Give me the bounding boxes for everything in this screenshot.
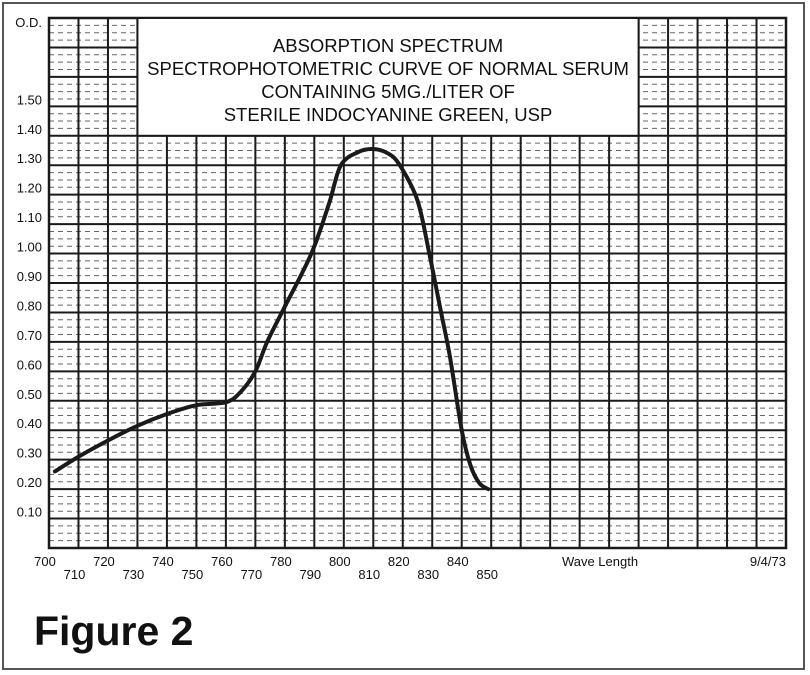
- x-tick-label: 760: [211, 554, 233, 569]
- x-tick-label: 780: [270, 554, 292, 569]
- x-tick-label: 810: [358, 567, 380, 582]
- y-tick-label: 1.40: [17, 122, 42, 137]
- y-axis-label: O.D.: [15, 15, 42, 30]
- title-box: [136, 17, 640, 137]
- y-tick-label: 1.30: [17, 151, 42, 166]
- y-tick-label: 0.80: [17, 298, 42, 313]
- x-tick-label: 740: [152, 554, 174, 569]
- chart-title-line: STERILE INDOCYANINE GREEN, USP: [224, 104, 553, 125]
- x-tick-label: 830: [417, 567, 439, 582]
- x-tick-label: 700: [34, 554, 56, 569]
- y-tick-label: 1.20: [17, 181, 42, 196]
- y-tick-label: 1.00: [17, 240, 42, 255]
- x-tick-label: 850: [476, 567, 498, 582]
- y-tick-label: 0.50: [17, 387, 42, 402]
- x-axis-label: Wave Length: [562, 554, 638, 569]
- y-tick-label: 1.10: [17, 210, 42, 225]
- y-tick-label: 0.90: [17, 269, 42, 284]
- figure-label: Figure 2: [34, 608, 194, 654]
- x-tick-label: 820: [388, 554, 410, 569]
- y-tick-label: 0.10: [17, 505, 42, 520]
- y-tick-label: 0.20: [17, 475, 42, 490]
- x-tick-label: 800: [329, 554, 351, 569]
- chart-title-line: CONTAINING 5MG./LITER OF: [261, 81, 515, 102]
- y-tick-label: 0.70: [17, 328, 42, 343]
- chart-date: 9/4/73: [750, 554, 786, 569]
- y-tick-label: 0.60: [17, 357, 42, 372]
- y-tick-label: 0.30: [17, 446, 42, 461]
- x-tick-label: 730: [123, 567, 145, 582]
- absorption-curve: [52, 146, 491, 492]
- x-tick-label: 750: [182, 567, 204, 582]
- x-tick-label: 720: [93, 554, 115, 569]
- x-tick-label: 710: [64, 567, 86, 582]
- y-tick-label: 1.50: [17, 92, 42, 107]
- x-tick-label: 770: [241, 567, 263, 582]
- y-tick-label: 0.40: [17, 416, 42, 431]
- x-tick-label: 840: [447, 554, 469, 569]
- x-tick-label: 790: [299, 567, 321, 582]
- chart-title-line: SPECTROPHOTOMETRIC CURVE OF NORMAL SERUM: [147, 58, 629, 79]
- chart-title-line: ABSORPTION SPECTRUM: [273, 35, 503, 56]
